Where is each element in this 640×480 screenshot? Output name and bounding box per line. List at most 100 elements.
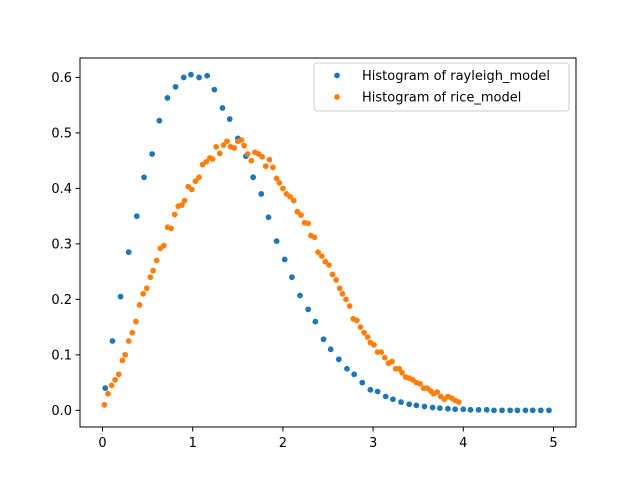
data-point-series-0-3: [125, 249, 132, 256]
data-point-series-0-56: [537, 407, 544, 414]
data-point-series-0-34: [367, 386, 374, 393]
data-point-series-0-45: [452, 406, 459, 413]
data-point-series-1-50: [276, 179, 283, 186]
data-point-series-0-14: [211, 86, 218, 93]
data-point-series-1-95: [434, 389, 441, 395]
data-point-series-1-56: [298, 212, 304, 218]
y-tick-label-6: 0.6: [51, 71, 72, 86]
data-point-series-0-0: [102, 385, 109, 392]
data-point-series-1-79: [378, 349, 385, 355]
data-point-series-0-15: [219, 105, 226, 111]
data-point-series-1-7: [125, 338, 132, 344]
data-point-series-1-35: [224, 138, 230, 145]
data-point-series-1-48: [270, 164, 276, 171]
y-tick-label-4: 0.4: [51, 182, 72, 197]
data-point-series-0-27: [312, 318, 319, 325]
y-tick-label-3: 0.3: [51, 237, 72, 252]
data-point-series-1-69: [343, 296, 349, 303]
data-point-series-0-51: [499, 407, 505, 414]
data-point-series-1-31: [209, 156, 216, 162]
data-point-series-0-25: [297, 292, 303, 299]
data-point-series-1-15: [153, 257, 160, 264]
data-point-series-0-12: [196, 74, 202, 81]
data-point-series-1-32: [213, 143, 220, 150]
data-point-series-0-19: [250, 174, 257, 181]
data-point-series-1-2: [108, 382, 115, 389]
data-point-series-1-82: [389, 358, 395, 365]
data-point-series-1-70: [346, 303, 353, 309]
data-point-series-1-17: [160, 242, 167, 249]
data-point-series-1-12: [143, 285, 150, 292]
x-tick-label-0: 0: [98, 436, 106, 451]
x-axis: 0 1 2 3 4 5: [98, 427, 558, 451]
data-point-series-1-45: [259, 153, 266, 160]
data-point-series-1-67: [336, 285, 343, 292]
y-tick-label-0: 0.0: [51, 404, 72, 419]
data-point-series-0-5: [141, 174, 147, 181]
data-point-series-1-42: [248, 157, 255, 164]
data-point-series-1-23: [181, 197, 188, 204]
data-point-series-1-85: [399, 369, 405, 376]
data-point-series-0-42: [429, 404, 436, 411]
data-point-series-0-50: [491, 407, 497, 414]
data-point-series-0-30: [335, 356, 342, 363]
data-point-series-1-0: [101, 401, 108, 408]
data-point-series-0-24: [289, 274, 295, 281]
data-point-series-1-27: [196, 174, 202, 181]
data-point-series-0-39: [406, 401, 413, 408]
data-point-series-0-21: [265, 214, 272, 221]
data-point-series-1-26: [192, 178, 199, 185]
data-point-series-1-101: [455, 399, 462, 405]
plot-frame: [79, 57, 577, 428]
data-point-series-1-34: [220, 142, 227, 149]
data-point-series-1-51: [280, 185, 286, 192]
data-point-series-0-48: [475, 406, 482, 413]
data-point-series-0-4: [133, 213, 140, 220]
legend-marker-rice: [334, 94, 340, 100]
data-point-series-1-47: [266, 156, 273, 163]
data-point-series-0-7: [156, 117, 163, 124]
data-point-series-0-57: [546, 407, 552, 414]
data-point-series-1-80: [381, 354, 388, 361]
data-point-series-0-49: [483, 406, 490, 413]
x-tick-label-2: 2: [279, 436, 287, 451]
data-point-series-0-31: [344, 365, 350, 372]
data-point-series-1-66: [333, 277, 340, 283]
data-point-series-1-62: [318, 253, 325, 259]
data-point-series-1-73: [357, 324, 364, 331]
data-point-series-1-19: [168, 225, 174, 232]
data-point-series-0-2: [117, 293, 124, 300]
data-point-series-1-1: [105, 390, 111, 397]
data-point-series-1-22: [179, 202, 185, 208]
data-point-series-0-10: [180, 74, 187, 81]
data-point-series-1-37: [231, 144, 238, 151]
x-tick-label-1: 1: [189, 436, 197, 451]
data-point-series-0-20: [258, 191, 265, 197]
data-point-series-1-41: [244, 151, 251, 157]
data-point-series-0-29: [327, 346, 334, 353]
data-point-series-1-39: [238, 137, 245, 144]
y-axis: 0.0 0.1 0.2 0.3 0.4 0.5 0.6: [51, 71, 80, 419]
data-point-series-1-72: [353, 317, 360, 324]
data-point-series-0-22: [273, 238, 280, 245]
data-point-series-1-65: [329, 271, 336, 278]
data-point-series-0-11: [188, 71, 194, 78]
data-point-series-1-8: [129, 329, 136, 336]
data-point-series-1-9: [133, 318, 139, 325]
data-point-series-1-46: [262, 163, 269, 170]
y-tick-label-2: 0.2: [51, 293, 72, 308]
data-point-series-1-64: [326, 262, 332, 268]
data-point-series-1-61: [315, 249, 321, 256]
plot-points: [101, 71, 552, 414]
data-point-series-1-10: [136, 302, 143, 308]
data-point-series-0-28: [320, 336, 327, 343]
data-point-series-0-8: [164, 95, 171, 101]
data-point-series-1-4: [115, 371, 122, 378]
data-point-series-0-37: [390, 396, 396, 403]
legend-label-rayleigh: Histogram of rayleigh_model: [362, 69, 550, 84]
data-point-series-0-33: [359, 379, 366, 386]
legend-box: [313, 62, 570, 112]
data-point-series-0-9: [172, 83, 179, 90]
data-point-series-1-60: [311, 234, 318, 241]
x-tick-label-3: 3: [369, 436, 377, 451]
